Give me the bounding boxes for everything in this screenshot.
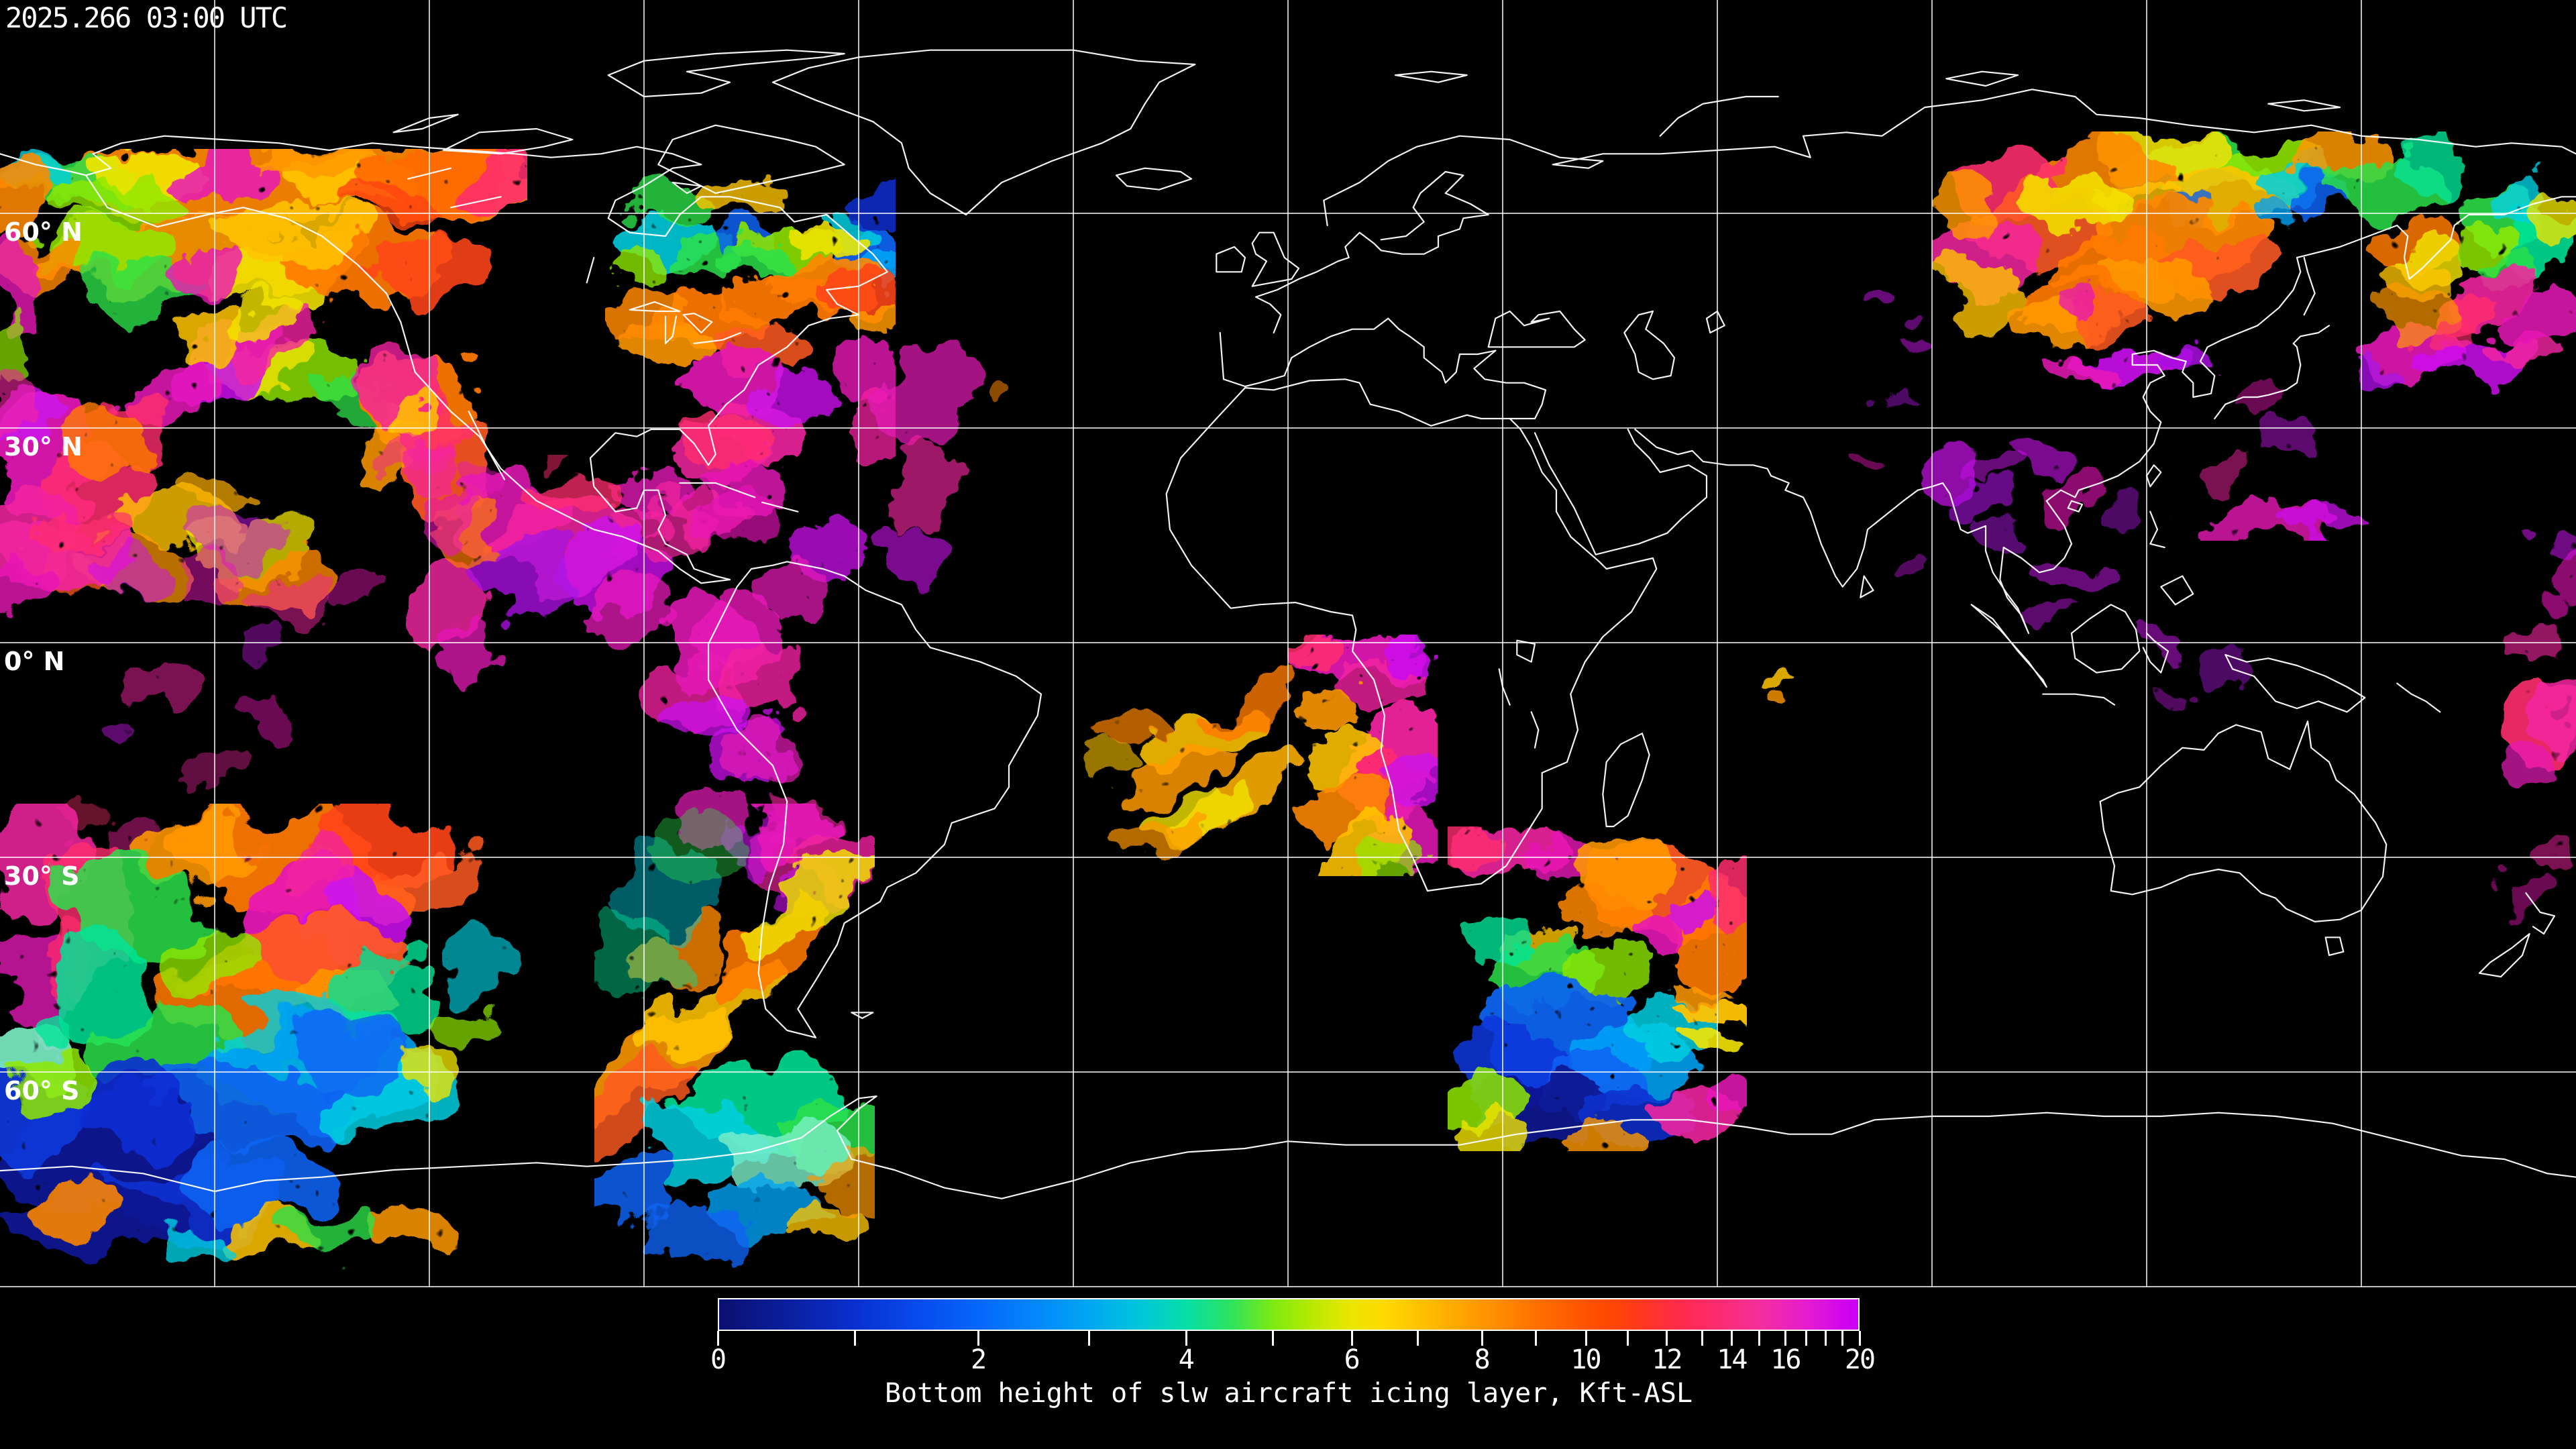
data-swath-4 xyxy=(593,804,875,1251)
colorbar-tick-15 xyxy=(1758,1331,1761,1346)
colorbar-tick-label-0: 0 xyxy=(710,1344,727,1375)
timestamp-label: 2025.266 03:00 UTC xyxy=(5,1,288,34)
latitude-label-30s: 30° S xyxy=(4,861,80,891)
latitude-label-60s: 60° S xyxy=(4,1076,80,1106)
colorbar-tick-14 xyxy=(1731,1331,1733,1346)
latitude-label-30n: 30° N xyxy=(4,432,83,462)
colorbar-tick-16 xyxy=(1784,1331,1787,1346)
colorbar-tick-label-12: 12 xyxy=(1652,1344,1682,1375)
colorbar-tick-18 xyxy=(1824,1331,1827,1346)
colorbar-tick-label-16: 16 xyxy=(1770,1344,1801,1375)
data-swath-9 xyxy=(1857,278,2576,906)
colorbar-tick-label-20: 20 xyxy=(1844,1344,1876,1375)
colorbar-tick-12 xyxy=(1666,1331,1668,1346)
data-swath-8 xyxy=(1932,132,2576,541)
colorbar-tick-label-6: 6 xyxy=(1344,1344,1360,1375)
colorbar xyxy=(718,1298,1860,1331)
data-swath-3 xyxy=(0,804,520,1260)
colorbar-tick-6 xyxy=(1350,1331,1353,1346)
data-swath-5 xyxy=(1287,635,1438,876)
colorbar-tick-label-10: 10 xyxy=(1570,1344,1601,1375)
missing-data-notches xyxy=(527,152,605,1244)
colorbar-tick-8 xyxy=(1481,1331,1483,1346)
colorbar-ticks xyxy=(717,1331,1861,1347)
colorbar-tick-10 xyxy=(1585,1331,1587,1346)
latitude-label-0n: 0° N xyxy=(4,647,65,676)
colorbar-tick-7 xyxy=(1417,1331,1419,1346)
colorbar-gradient xyxy=(719,1299,1858,1330)
colorbar-tick-11 xyxy=(1627,1331,1629,1346)
colorbar-tick-2 xyxy=(977,1331,980,1346)
colorbar-tick-labels: 0 2 4 6 8 10 12 14 16 20 xyxy=(710,1344,1876,1375)
colorbar-tick-label-2: 2 xyxy=(971,1344,987,1375)
colorbar-tick-5 xyxy=(1272,1331,1275,1346)
latitude-label-60n: 60° N xyxy=(4,217,83,247)
data-swath-6 xyxy=(1067,672,1805,862)
data-swath-7 xyxy=(1448,826,1747,1151)
colorbar-tick-1 xyxy=(854,1331,857,1346)
colorbar-tick-19 xyxy=(1841,1331,1844,1346)
colorbar-tick-17 xyxy=(1805,1331,1807,1346)
coastlines xyxy=(0,49,2576,1199)
colorbar-tick-13 xyxy=(1701,1331,1704,1346)
grid-lines xyxy=(0,0,2576,1287)
colorbar-tick-4 xyxy=(1185,1331,1187,1346)
colorbar-tick-label-8: 8 xyxy=(1474,1344,1491,1375)
colorbar-tick-9 xyxy=(1534,1331,1537,1346)
data-swath-1 xyxy=(605,177,896,916)
colorbar-tick-label-4: 4 xyxy=(1178,1344,1195,1375)
colorbar-caption: Bottom height of slw aircraft icing laye… xyxy=(884,1378,1693,1409)
colorbar-tick-20 xyxy=(1859,1331,1861,1346)
colorbar-tick-3 xyxy=(1088,1331,1091,1346)
colorbar-tick-label-14: 14 xyxy=(1717,1344,1748,1375)
colorbar-tick-0 xyxy=(717,1331,719,1346)
